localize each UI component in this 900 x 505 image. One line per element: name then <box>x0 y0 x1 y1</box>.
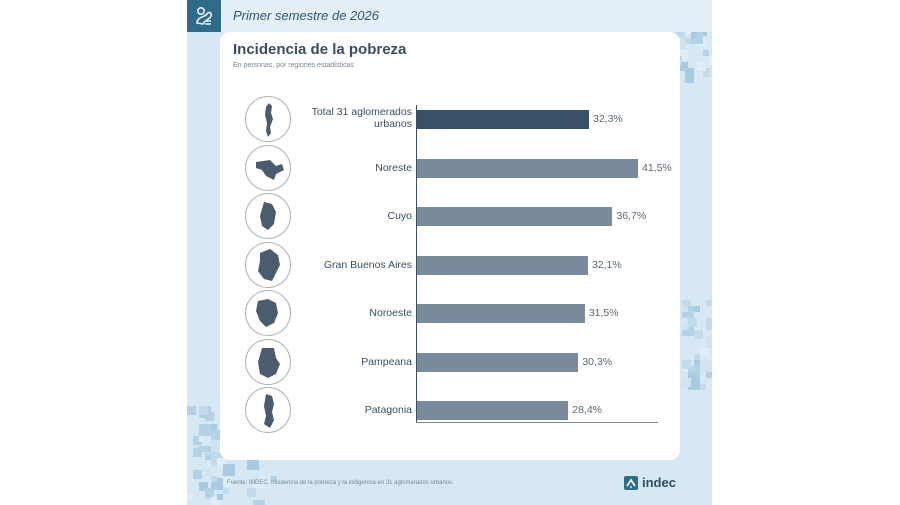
region-map-icon <box>245 338 291 385</box>
chart-row: Noreste 41,5% <box>220 144 680 191</box>
bar <box>417 158 638 178</box>
header-band: Primer semestre de 2026 <box>187 0 712 32</box>
bar <box>417 110 589 129</box>
region-map-icon <box>245 387 291 433</box>
indec-logo: indec <box>624 474 704 492</box>
category-label: Pampeana <box>361 355 412 368</box>
bar <box>417 401 569 420</box>
value-label: 28,4% <box>572 404 603 416</box>
category-label: Total 31 aglomerados urbanos <box>311 106 412 130</box>
category-label: Cuyo <box>387 210 412 222</box>
bar <box>417 352 579 372</box>
category-label: Noroeste <box>369 307 412 319</box>
bar <box>417 207 613 226</box>
chart-subtitle: En personas, por regiones estadísticas <box>233 62 355 69</box>
region-map-icon <box>245 241 291 288</box>
chart-row: Cuyo 36,7% <box>220 193 680 239</box>
value-label: 32,1% <box>591 258 622 271</box>
category-label: Gran Buenos Aires <box>323 258 412 271</box>
indec-logo-icon <box>624 476 638 490</box>
value-label: 31,5% <box>588 307 619 319</box>
region-map-icon <box>245 193 291 239</box>
chart-panel: Incidencia de la pobreza En personas, po… <box>220 32 680 460</box>
value-label: 41,5% <box>642 161 672 174</box>
period-title: Primer semestre de 2026 <box>233 8 379 23</box>
x-axis-line <box>416 422 658 423</box>
indec-symbol-icon <box>187 0 221 32</box>
source-note: Fuente: INDEC. Incidencia de la pobreza … <box>227 480 454 486</box>
indec-wordmark: indec <box>642 475 676 490</box>
chart-title: Incidencia de la pobreza <box>233 41 407 58</box>
chart-row: Noroeste 31,5% <box>220 290 680 336</box>
chart-row: Gran Buenos Aires 32,1% <box>220 241 680 288</box>
bar <box>417 304 585 323</box>
chart-row: Pampeana 30,3% <box>220 338 680 385</box>
category-label: Noreste <box>375 161 412 174</box>
infographic-card: Primer semestre de 2026 Incidencia de la… <box>187 0 712 505</box>
value-label: 30,3% <box>582 355 613 368</box>
y-axis-line <box>416 105 417 423</box>
region-map-icon <box>245 290 291 336</box>
region-map-icon <box>245 96 291 142</box>
category-label: Patagonia <box>364 404 412 416</box>
chart-row: Total 31 aglomerados urbanos 32,3% <box>220 96 680 142</box>
region-map-icon <box>245 144 291 191</box>
value-label: 36,7% <box>616 210 647 222</box>
bar <box>417 255 588 275</box>
chart-row: Patagonia 28,4% <box>220 387 680 433</box>
value-label: 32,3% <box>593 113 623 125</box>
